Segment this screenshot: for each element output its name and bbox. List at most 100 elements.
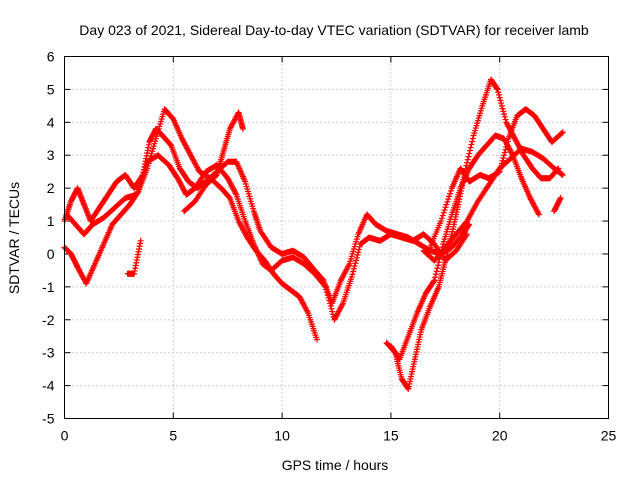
- data-point: [323, 286, 330, 293]
- data-point: [465, 153, 472, 160]
- data-point: [557, 195, 564, 202]
- data-point: [352, 260, 359, 267]
- data-point: [136, 180, 143, 187]
- y-tick-label: -2: [42, 312, 55, 328]
- data-point: [501, 111, 508, 118]
- data-point: [469, 135, 476, 142]
- data-point: [503, 144, 510, 150]
- data-point: [442, 204, 449, 211]
- data-points: [61, 76, 566, 392]
- data-point: [495, 89, 502, 96]
- series-track-i: [124, 195, 564, 277]
- data-point: [498, 100, 505, 107]
- data-point: [349, 271, 356, 278]
- y-tick-label: 6: [47, 49, 55, 65]
- y-tick-label: 2: [47, 180, 55, 196]
- x-tick-labels: 0 5 10 15 20 25: [61, 428, 617, 444]
- data-point: [355, 246, 362, 253]
- x-tick-label: 5: [169, 428, 177, 444]
- data-point: [143, 161, 150, 168]
- data-point: [142, 164, 149, 171]
- y-tick-label: 1: [47, 213, 55, 229]
- series-track-a: [61, 125, 473, 307]
- data-point: [494, 86, 501, 93]
- data-point: [324, 292, 331, 299]
- data-point: [464, 156, 471, 163]
- series-track-g: [420, 145, 566, 264]
- data-point: [435, 259, 442, 266]
- data-point: [502, 146, 509, 153]
- data-point: [559, 129, 566, 136]
- data-point: [137, 237, 144, 244]
- plot-frame: [64, 56, 609, 419]
- data-point: [350, 268, 357, 275]
- data-point: [559, 171, 566, 178]
- data-point: [502, 116, 509, 123]
- y-tick-label: -5: [42, 411, 55, 427]
- data-point: [430, 278, 437, 285]
- data-point: [438, 215, 445, 222]
- y-tick-label: 3: [47, 147, 55, 163]
- data-point: [437, 218, 444, 225]
- data-point: [500, 154, 507, 161]
- data-point: [139, 172, 146, 179]
- data-point: [558, 130, 565, 137]
- data-point: [353, 257, 360, 264]
- data-point: [535, 210, 542, 217]
- data-point: [503, 141, 510, 148]
- data-point: [326, 297, 333, 304]
- data-point: [498, 163, 505, 170]
- data-point: [464, 231, 471, 238]
- y-tick-labels: -5 -4 -3 -2 -1 0 1 2 3 4 5 6: [42, 49, 55, 427]
- data-point: [496, 168, 503, 175]
- data-point: [463, 232, 470, 239]
- x-tick-label: 20: [492, 428, 508, 444]
- data-point: [440, 209, 447, 216]
- data-point: [355, 249, 362, 256]
- data-point: [504, 138, 511, 145]
- series-track-h: [427, 106, 566, 251]
- data-point: [133, 191, 140, 198]
- data-point: [501, 152, 508, 159]
- data-point: [339, 301, 346, 308]
- data-point: [495, 91, 502, 98]
- data-point: [134, 188, 141, 195]
- data-point: [445, 196, 452, 203]
- data-point: [501, 149, 508, 156]
- data-point: [434, 265, 441, 272]
- data-point: [329, 308, 336, 315]
- grid-lines: [64, 56, 609, 419]
- series-track-e: [383, 76, 562, 392]
- data-point: [496, 94, 503, 101]
- data-point: [469, 138, 476, 145]
- x-tick-label: 10: [274, 428, 290, 444]
- data-point: [466, 150, 473, 157]
- y-tick-label: -3: [42, 345, 55, 361]
- data-point: [348, 273, 355, 280]
- data-point: [467, 144, 474, 151]
- data-point: [433, 268, 440, 275]
- data-point: [356, 243, 363, 250]
- data-point: [447, 190, 454, 197]
- data-point: [232, 190, 239, 197]
- data-point: [444, 198, 451, 205]
- data-point: [498, 160, 505, 167]
- data-point: [443, 201, 450, 208]
- x-axis-label: GPS time / hours: [282, 457, 389, 473]
- data-point: [435, 262, 442, 269]
- x-tick-label: 0: [61, 428, 69, 444]
- data-point: [499, 157, 506, 164]
- series-track-f: [387, 132, 542, 363]
- data-point: [350, 265, 357, 272]
- data-point: [322, 283, 329, 290]
- y-axis-label: SDTVAR / TECUs: [6, 182, 22, 294]
- data-point: [446, 193, 453, 200]
- data-point: [439, 212, 446, 219]
- data-point: [441, 207, 448, 214]
- data-point: [328, 305, 335, 312]
- data-point: [464, 159, 471, 166]
- data-point: [327, 303, 334, 310]
- series-track-b: [61, 106, 320, 343]
- x-tick-label: 15: [383, 428, 399, 444]
- data-point: [304, 308, 311, 315]
